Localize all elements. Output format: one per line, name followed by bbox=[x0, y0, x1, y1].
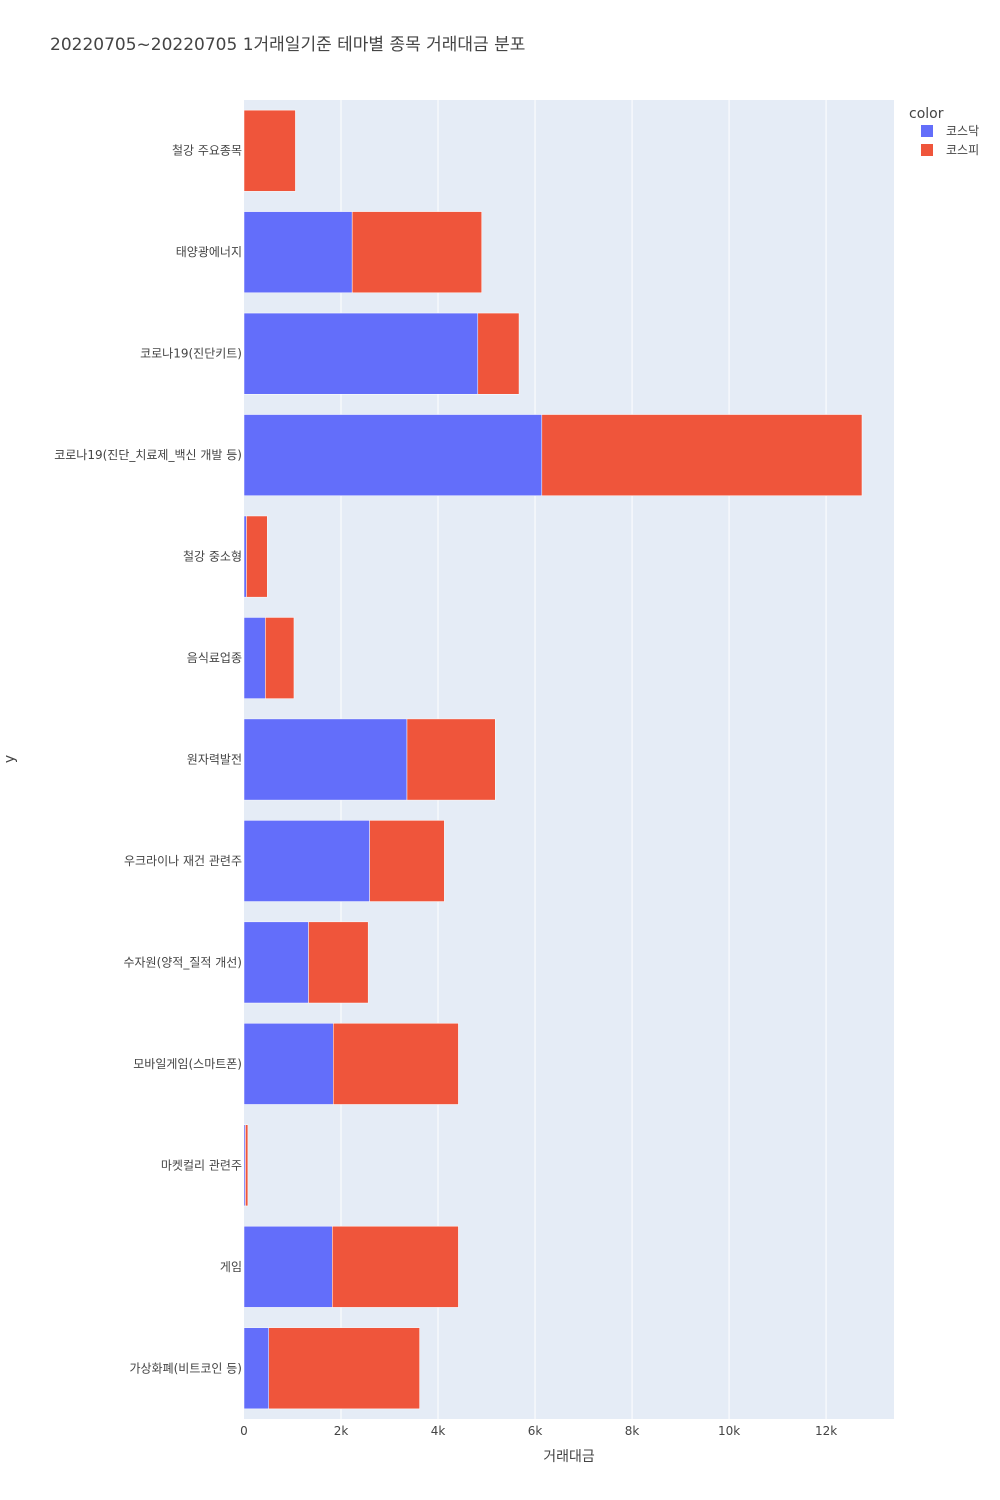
chart-title: 20220705~20220705 1거래일기준 테마별 종목 거래대금 분포 bbox=[50, 35, 525, 55]
y-tick-label: 게임 bbox=[220, 1260, 242, 1274]
bar-kospi bbox=[351, 211, 482, 294]
bar-kospi bbox=[477, 312, 520, 395]
bar-kospi bbox=[245, 1124, 249, 1207]
x-tick-label: 2k bbox=[334, 1424, 349, 1438]
bar-kosdaq bbox=[243, 414, 543, 496]
bars bbox=[243, 109, 863, 1410]
bar-kospi bbox=[541, 414, 863, 496]
x-tick-label: 10k bbox=[718, 1424, 740, 1438]
bar-kosdaq bbox=[243, 718, 408, 801]
bar-kospi bbox=[243, 109, 296, 192]
legend-swatch[interactable] bbox=[921, 144, 933, 156]
y-tick-label: 마켓컬리 관련주 bbox=[161, 1158, 242, 1172]
y-tick-label: 가상화폐(비트코인 등) bbox=[129, 1361, 242, 1375]
bar-kospi bbox=[333, 1023, 459, 1105]
legend-label[interactable]: 코스닥 bbox=[946, 124, 979, 138]
y-tick-label: 코로나19(진단키트) bbox=[140, 347, 242, 361]
y-tick-label: 코로나19(진단_치료제_백신 개발 등) bbox=[54, 448, 242, 462]
bar-kosdaq bbox=[243, 211, 353, 294]
legend-swatch[interactable] bbox=[921, 125, 933, 137]
x-tick-label: 4k bbox=[431, 1424, 446, 1438]
bar-kosdaq bbox=[243, 921, 309, 1004]
bar-kosdaq bbox=[243, 820, 370, 902]
x-tick-label: 0 bbox=[240, 1424, 248, 1438]
y-tick-label: 철강 중소형 bbox=[183, 550, 242, 564]
x-axis-ticks: 0 2k 4k 6k 8k 10k 12k bbox=[240, 1424, 837, 1438]
y-tick-label: 태양광에너지 bbox=[176, 245, 242, 259]
bar-kosdaq bbox=[243, 1225, 333, 1308]
legend-title: color bbox=[909, 106, 944, 122]
x-tick-label: 12k bbox=[815, 1424, 837, 1438]
y-axis-title: y bbox=[2, 755, 18, 763]
bar-kospi bbox=[332, 1225, 459, 1308]
bar-kosdaq bbox=[243, 1023, 334, 1105]
y-tick-label: 수자원(양적_질적 개선) bbox=[123, 955, 242, 969]
bar-kospi bbox=[308, 921, 369, 1004]
bar-kosdaq bbox=[243, 515, 247, 598]
x-axis-title: 거래대금 bbox=[543, 1449, 595, 1465]
bar-kospi bbox=[246, 515, 268, 598]
bar-kospi bbox=[369, 820, 445, 902]
bar-kosdaq bbox=[243, 312, 479, 395]
bar-kosdaq bbox=[243, 617, 266, 699]
y-tick-label: 음식료업종 bbox=[187, 651, 242, 665]
y-tick-label: 원자력발전 bbox=[187, 753, 242, 767]
x-tick-label: 8k bbox=[625, 1424, 640, 1438]
bar-kospi bbox=[406, 718, 496, 801]
bar-kospi bbox=[265, 617, 295, 699]
legend-label[interactable]: 코스피 bbox=[946, 143, 979, 157]
bar-kospi bbox=[268, 1327, 420, 1410]
y-tick-label: 우크라이나 재건 관련주 bbox=[124, 854, 242, 868]
y-tick-label: 모바일게임(스마트폰) bbox=[133, 1057, 242, 1071]
bar-kosdaq bbox=[243, 1327, 269, 1410]
x-tick-label: 6k bbox=[528, 1424, 543, 1438]
y-tick-label: 철강 주요종목 bbox=[172, 144, 242, 158]
